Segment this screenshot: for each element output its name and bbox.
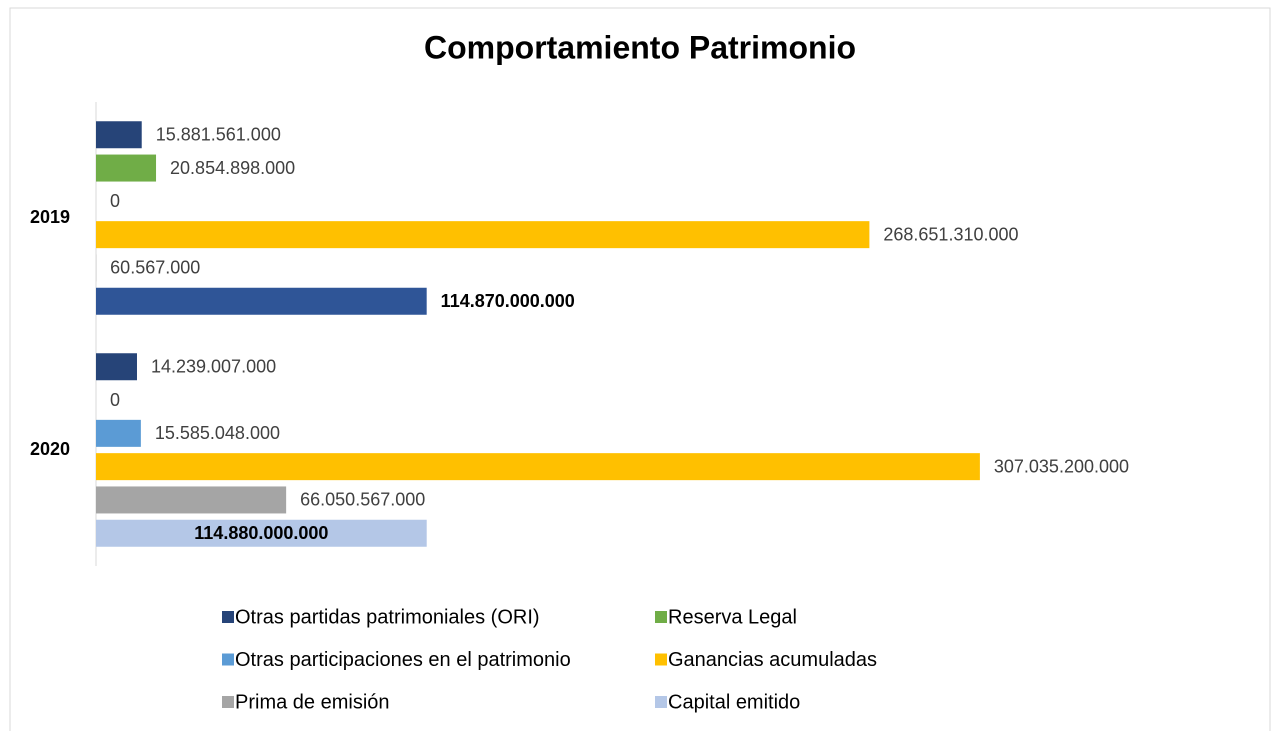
legend-label: Otras participaciones en el patrimonio [235,649,571,671]
y-tick-label: 2019 [30,207,70,227]
legend-swatch [222,611,234,623]
data-label: 268.651.310.000 [883,224,1018,244]
data-label: 15.585.048.000 [155,423,280,443]
legend-swatch [222,653,234,666]
bar [96,154,157,182]
bar [96,121,142,149]
bar [96,419,141,447]
bar [96,353,137,381]
data-label: 15.881.561.000 [156,125,281,145]
data-label: 114.880.000.000 [194,523,328,543]
y-tick-label: 2020 [30,439,70,459]
legend-swatch [655,653,667,666]
bar [96,287,427,315]
data-label: 66.050.567.000 [300,490,425,510]
data-label: 60.567.000 [110,258,200,278]
legend-swatch [655,611,667,623]
legend-swatch [655,696,667,708]
legend-label: Capital emitido [668,691,800,713]
chart-frame [9,7,1271,731]
data-label: 0 [110,191,120,211]
bar [96,221,870,249]
data-label: 307.035.200.000 [994,456,1129,476]
bar [96,519,427,547]
data-label: 114.870.000.000 [441,291,575,311]
bar [96,486,287,514]
legend-label: Ganancias acumuladas [668,649,877,671]
data-label: 0 [110,390,120,410]
data-label: 14.239.007.000 [151,357,276,377]
legend-label: Otras partidas patrimoniales (ORI) [235,606,540,628]
legend-label: Prima de emisión [235,691,390,713]
legend-label: Reserva Legal [668,606,797,628]
legend-swatch [222,696,234,708]
data-label: 20.854.898.000 [170,158,295,178]
bar [96,453,980,481]
chart-title: Comportamiento Patrimonio [424,29,856,65]
